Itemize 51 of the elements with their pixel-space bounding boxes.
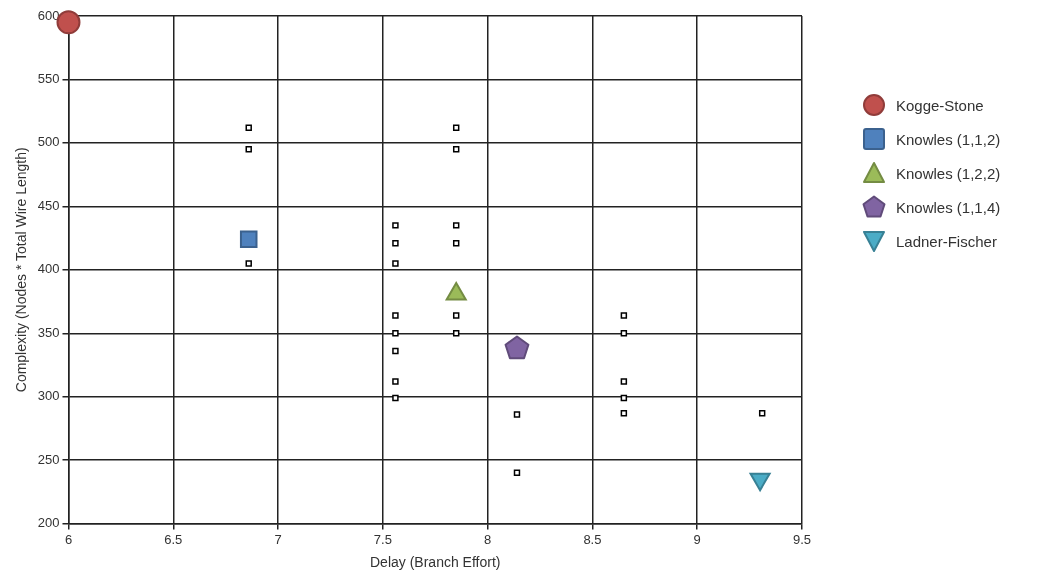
y-tick-label: 350 xyxy=(37,324,60,340)
point xyxy=(620,312,628,319)
point xyxy=(392,394,399,402)
point xyxy=(513,469,521,477)
x-axis-title: Delay (Branch Effort) xyxy=(370,554,501,571)
y-tick-label: 400 xyxy=(37,261,60,277)
point xyxy=(392,330,399,337)
x-tick-label: 7.5 xyxy=(373,531,392,547)
point xyxy=(392,312,399,319)
point xyxy=(392,239,399,247)
y-tick-label: 600 xyxy=(37,7,60,23)
point xyxy=(513,411,521,418)
x-tick-label: 6.5 xyxy=(164,531,183,547)
point xyxy=(452,312,460,319)
y-tick-label: 550 xyxy=(37,71,60,87)
legend-label: Knowles (1,2,2) xyxy=(896,164,1001,182)
point xyxy=(452,146,460,153)
point xyxy=(239,230,258,249)
x-tick-label: 8.5 xyxy=(583,531,602,547)
x-tick-label: 9 xyxy=(693,531,701,547)
x-tick-label: 8 xyxy=(484,531,492,547)
point xyxy=(758,409,766,417)
point xyxy=(452,330,460,337)
point xyxy=(392,347,399,355)
point xyxy=(245,124,252,131)
point xyxy=(452,222,460,229)
point xyxy=(620,378,628,385)
y-tick-label: 200 xyxy=(37,515,60,531)
point xyxy=(392,378,399,385)
point xyxy=(504,335,530,360)
x-tick-label: 7 xyxy=(274,531,282,547)
point xyxy=(452,239,460,247)
point xyxy=(620,409,628,417)
legend-label: Knowles (1,1,4) xyxy=(896,198,1001,216)
y-tick-label: 300 xyxy=(37,388,60,404)
point xyxy=(452,124,460,131)
y-axis-title: Complexity (Nodes * Total Wire Length) xyxy=(13,147,30,393)
x-tick-label: 6 xyxy=(64,531,73,547)
y-tick-label: 500 xyxy=(37,134,60,150)
x-tick-label: 9.5 xyxy=(792,531,812,547)
y-tick-label: 450 xyxy=(37,197,60,213)
point xyxy=(392,260,399,267)
point xyxy=(620,394,628,402)
y-tick-label: 250 xyxy=(37,451,60,467)
point xyxy=(392,222,399,229)
legend-label: Knowles (1,1,2) xyxy=(896,130,1001,148)
point xyxy=(620,330,628,337)
point xyxy=(245,260,252,267)
legend-label: Kogge-Stone xyxy=(896,96,984,114)
legend-label: Ladner-Fischer xyxy=(896,232,997,250)
point xyxy=(245,146,252,153)
